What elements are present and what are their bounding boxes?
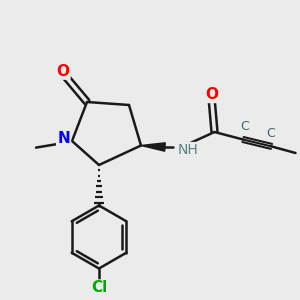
Text: C: C bbox=[240, 120, 249, 133]
Text: O: O bbox=[56, 64, 70, 79]
Text: C: C bbox=[266, 127, 275, 140]
Text: NH: NH bbox=[178, 143, 198, 157]
Polygon shape bbox=[141, 143, 165, 151]
Text: Cl: Cl bbox=[91, 280, 107, 296]
Text: N: N bbox=[57, 131, 70, 146]
Text: O: O bbox=[205, 87, 218, 102]
